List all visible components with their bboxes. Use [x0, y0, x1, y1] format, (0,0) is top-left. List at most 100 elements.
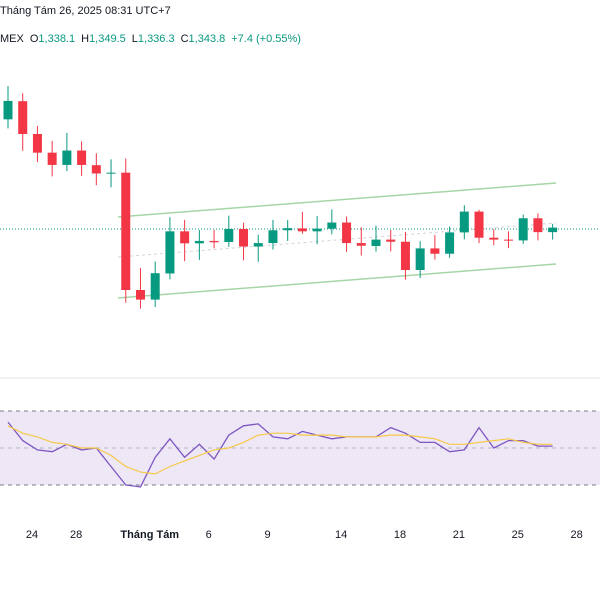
- x-tick-label: 14: [335, 529, 347, 541]
- candle-body: [400, 241, 410, 270]
- candle-body: [445, 232, 455, 254]
- candle-body: [18, 101, 28, 134]
- candle: [106, 159, 116, 188]
- candle: [224, 215, 234, 247]
- candle: [165, 217, 175, 280]
- high-value: 1,349.5: [89, 33, 126, 45]
- candle: [415, 241, 425, 278]
- candle-body: [180, 231, 190, 244]
- candle-body: [342, 222, 352, 244]
- candle-body: [47, 152, 57, 165]
- candle: [194, 230, 204, 260]
- symbol-label: MEX: [0, 33, 24, 45]
- candle: [400, 231, 410, 280]
- candle-body: [356, 243, 366, 246]
- x-tick-label: Tháng Tám: [120, 529, 179, 541]
- x-tick-label: 28: [70, 529, 82, 541]
- candle-body: [459, 211, 469, 233]
- x-tick-label: 21: [453, 529, 465, 541]
- open-value: 1,338.1: [38, 33, 76, 45]
- close-label: C: [180, 33, 189, 45]
- candle: [503, 231, 513, 249]
- channel-lower-line: [117, 263, 557, 299]
- candle-body: [386, 239, 396, 242]
- ohlc-legend: MEX O1,338.1 H1,349.5 L1,336.3 C1,343.8 +7.4 …: [0, 33, 301, 45]
- candle-body: [518, 218, 528, 241]
- high-label: H: [81, 33, 90, 45]
- candle-body: [312, 228, 322, 232]
- candle: [209, 230, 219, 249]
- chart-header: Tháng Tám 26, 2025 08:31 UTC+7 MEX O1,338…: [0, 0, 600, 60]
- close-value: 1,343.8: [188, 33, 226, 45]
- low-value: 1,336.3: [137, 33, 175, 45]
- candle-body: [548, 227, 558, 233]
- candlestick-series: [3, 86, 558, 309]
- rsi-series: [7, 421, 553, 488]
- open-label: O: [29, 33, 39, 45]
- candle: [312, 216, 322, 245]
- candle: [489, 229, 499, 246]
- candle-body: [474, 211, 484, 238]
- candle: [3, 86, 13, 129]
- x-axis: 24 28 Tháng Tám 6 9 14 18 21 25 28: [26, 529, 583, 541]
- candle-body: [268, 230, 278, 244]
- timestamp-label: Tháng Tám 26, 2025 08:31 UTC+7: [0, 5, 171, 17]
- candle: [180, 219, 190, 262]
- x-tick-label: 28: [571, 529, 583, 541]
- candle-body: [150, 273, 160, 300]
- candle: [62, 132, 72, 172]
- candle-body: [253, 243, 263, 247]
- candle-body: [430, 248, 440, 254]
- candle-body: [489, 237, 499, 240]
- candle: [121, 158, 131, 303]
- candle: [459, 205, 469, 240]
- candle-body: [533, 218, 543, 233]
- rsi-ma-line: [7, 425, 553, 475]
- candle: [91, 153, 101, 186]
- candle-body: [121, 172, 131, 290]
- candle: [135, 267, 145, 309]
- candle: [445, 226, 455, 258]
- low-label: L: [131, 33, 138, 45]
- candle-body: [91, 165, 101, 174]
- candle-body: [371, 239, 381, 246]
- channel-upper-line: [117, 182, 557, 218]
- candle: [386, 230, 396, 252]
- candle-body: [32, 134, 42, 153]
- candle-body: [209, 240, 219, 243]
- candle-body: [283, 228, 293, 231]
- candle-body: [77, 150, 87, 165]
- candle: [371, 225, 381, 252]
- candle: [342, 216, 352, 252]
- candle-body: [3, 100, 13, 120]
- change-value: +7.4 (+0.55%): [231, 33, 301, 45]
- candle-body: [165, 231, 175, 274]
- candle: [47, 140, 57, 177]
- candle: [268, 219, 278, 250]
- candle: [356, 227, 366, 256]
- candle: [77, 141, 87, 176]
- candle: [518, 214, 528, 244]
- candle-body: [106, 172, 116, 174]
- candle-body: [297, 228, 307, 232]
- candle: [327, 209, 337, 235]
- candle: [297, 211, 307, 234]
- candle: [239, 222, 249, 261]
- x-tick-label: 25: [512, 529, 524, 541]
- candle: [430, 235, 440, 260]
- candle-body: [194, 240, 204, 244]
- candle-body: [239, 228, 249, 247]
- candle-body: [503, 239, 513, 241]
- x-tick-label: 18: [394, 529, 406, 541]
- candle: [548, 223, 558, 240]
- x-tick-label: 24: [26, 529, 38, 541]
- candle: [283, 220, 293, 241]
- candle: [253, 234, 263, 262]
- x-tick-label: 9: [264, 529, 270, 541]
- candle: [150, 261, 160, 308]
- candle-body: [62, 150, 72, 165]
- candle: [18, 93, 28, 151]
- candle: [32, 126, 42, 162]
- candle-body: [327, 222, 337, 229]
